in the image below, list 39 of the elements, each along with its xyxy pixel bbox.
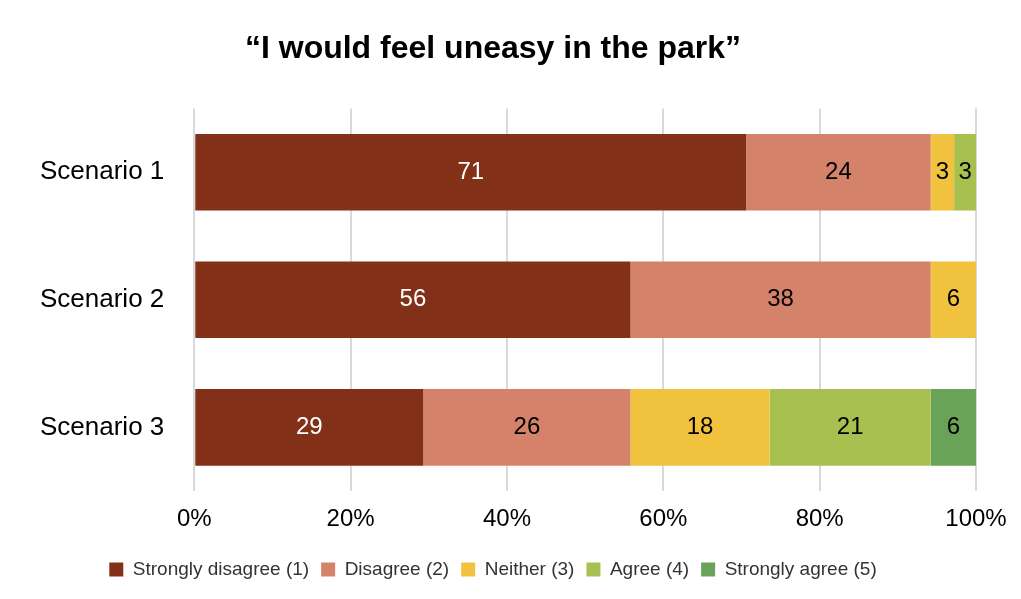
data-label: 6 bbox=[946, 412, 961, 440]
legend-label: Neither (3) bbox=[484, 557, 575, 579]
bar bbox=[630, 261, 931, 339]
bar bbox=[195, 389, 424, 466]
y-tick-label: Scenario 1 bbox=[39, 155, 165, 186]
bar bbox=[195, 133, 747, 211]
x-tick-label: 40% bbox=[482, 504, 531, 532]
legend-label: Agree (4) bbox=[609, 557, 690, 579]
bar bbox=[746, 133, 931, 211]
data-label: 26 bbox=[513, 412, 541, 440]
data-label: 71 bbox=[457, 156, 485, 184]
data-label: 18 bbox=[686, 412, 714, 440]
bar bbox=[769, 389, 931, 466]
x-tick-label: 100% bbox=[945, 504, 1007, 532]
bar bbox=[930, 261, 976, 339]
data-label: 6 bbox=[946, 284, 961, 312]
legend-label: Strongly disagree (1) bbox=[132, 557, 310, 579]
bar bbox=[630, 389, 770, 466]
data-label: 24 bbox=[825, 156, 852, 184]
chart-title: “I would feel uneasy in the park” bbox=[244, 29, 742, 66]
data-label: 3 bbox=[958, 156, 972, 184]
bar bbox=[930, 133, 955, 211]
bar bbox=[423, 389, 631, 466]
y-tick-label: Scenario 2 bbox=[39, 282, 165, 313]
legend-label: Strongly agree (5) bbox=[724, 557, 877, 579]
bar bbox=[930, 389, 976, 466]
data-label: 38 bbox=[767, 284, 794, 312]
data-label: 3 bbox=[935, 156, 950, 184]
y-tick-label: Scenario 3 bbox=[39, 410, 165, 441]
data-label: 21 bbox=[836, 412, 864, 440]
x-tick-label: 0% bbox=[176, 504, 212, 532]
data-label: 29 bbox=[295, 412, 323, 440]
data-label: 56 bbox=[399, 284, 427, 312]
bar bbox=[954, 133, 976, 211]
x-tick-label: 20% bbox=[326, 504, 375, 532]
bar bbox=[195, 261, 631, 339]
x-tick-label: 60% bbox=[639, 504, 688, 532]
legend-label: Disagree (2) bbox=[344, 557, 450, 579]
x-tick-label: 80% bbox=[795, 504, 844, 532]
